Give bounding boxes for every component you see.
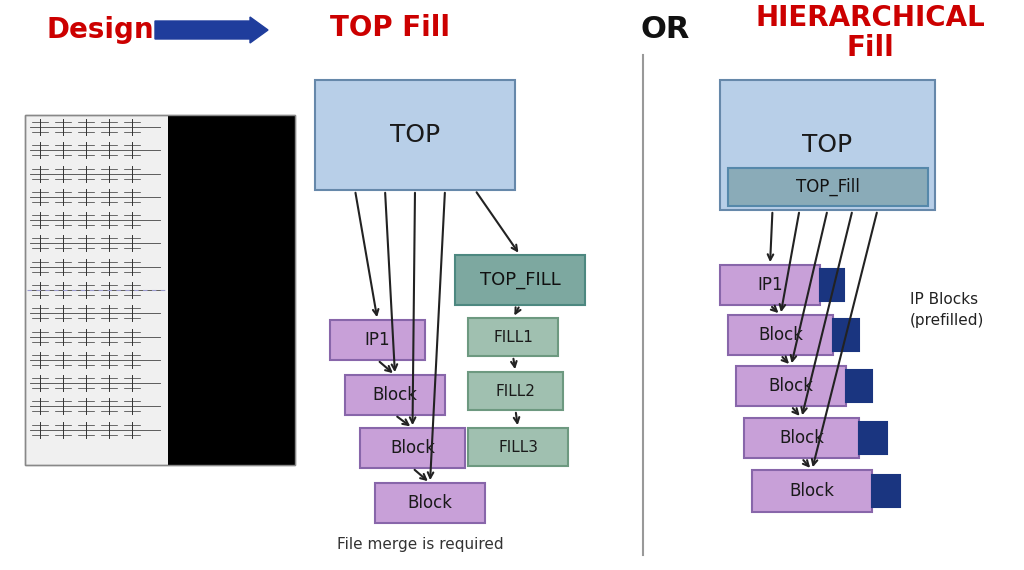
- Bar: [859, 422, 887, 454]
- Text: IP1: IP1: [757, 276, 782, 294]
- Bar: [315, 80, 515, 190]
- Text: Design: Design: [46, 16, 154, 44]
- Text: Block: Block: [408, 494, 453, 512]
- Text: Block: Block: [390, 439, 435, 457]
- Bar: [728, 168, 928, 206]
- Text: TOP_Fill: TOP_Fill: [796, 178, 860, 196]
- Bar: [833, 319, 859, 351]
- Bar: [744, 418, 859, 458]
- Text: File merge is required: File merge is required: [337, 538, 504, 552]
- Text: Block: Block: [779, 429, 824, 447]
- Text: Block: Block: [790, 482, 835, 500]
- Text: FILL3: FILL3: [498, 439, 538, 454]
- Bar: [375, 483, 485, 523]
- Text: TOP: TOP: [390, 123, 440, 147]
- Bar: [345, 375, 445, 415]
- Text: TOP Fill: TOP Fill: [330, 14, 450, 42]
- Bar: [872, 475, 900, 507]
- Bar: [820, 269, 844, 301]
- Bar: [752, 470, 872, 512]
- Text: Fill: Fill: [846, 34, 894, 62]
- Text: Block: Block: [373, 386, 418, 404]
- Bar: [720, 80, 935, 210]
- Text: OR: OR: [640, 15, 690, 44]
- Bar: [25, 115, 295, 465]
- Bar: [468, 372, 563, 410]
- Text: IP Blocks
(prefilled): IP Blocks (prefilled): [910, 292, 984, 328]
- Bar: [25, 115, 295, 465]
- Bar: [728, 315, 833, 355]
- Text: TOP: TOP: [803, 133, 853, 157]
- Bar: [330, 320, 425, 360]
- Bar: [360, 428, 465, 468]
- Bar: [455, 255, 585, 305]
- Bar: [846, 370, 872, 402]
- Bar: [720, 265, 820, 305]
- Text: TOP_FILL: TOP_FILL: [479, 271, 560, 289]
- FancyArrow shape: [155, 17, 268, 43]
- Bar: [168, 115, 295, 465]
- Text: FILL2: FILL2: [496, 384, 536, 398]
- Bar: [468, 428, 568, 466]
- Text: FILL1: FILL1: [494, 329, 532, 344]
- Text: HIERARCHICAL: HIERARCHICAL: [755, 4, 985, 32]
- Text: Block: Block: [768, 377, 813, 395]
- Text: IP1: IP1: [365, 331, 390, 349]
- Bar: [736, 366, 846, 406]
- Text: Block: Block: [758, 326, 803, 344]
- Bar: [468, 318, 558, 356]
